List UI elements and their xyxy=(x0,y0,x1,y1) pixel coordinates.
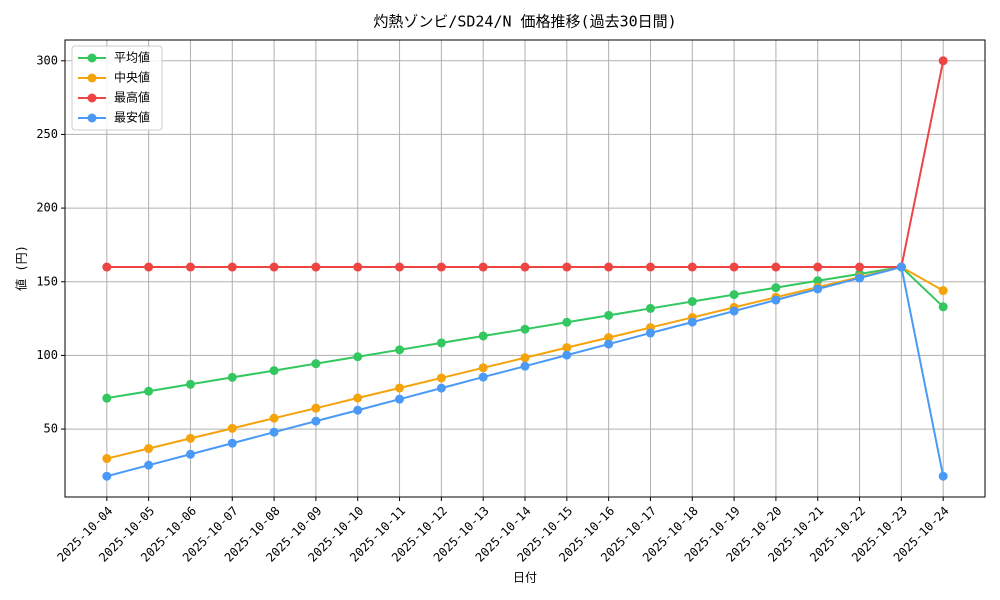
data-point xyxy=(353,393,363,403)
data-point xyxy=(562,350,572,360)
data-point xyxy=(269,262,279,272)
data-point xyxy=(311,416,321,426)
data-point xyxy=(604,310,614,320)
data-point xyxy=(562,317,572,327)
data-point xyxy=(144,444,154,454)
data-point xyxy=(478,262,488,272)
data-point xyxy=(813,276,823,286)
legend-label: 平均値 xyxy=(114,50,150,65)
legend-marker xyxy=(87,73,97,83)
y-axis-label: 値 (円) xyxy=(14,245,29,291)
legend-label: 最高値 xyxy=(114,90,150,105)
data-point xyxy=(311,403,321,413)
data-point xyxy=(520,353,530,363)
data-point xyxy=(227,423,237,433)
data-point xyxy=(478,363,488,373)
data-point xyxy=(311,262,321,272)
y-tick-label: 150 xyxy=(36,274,58,288)
data-point xyxy=(436,383,446,393)
data-point xyxy=(185,433,195,443)
data-point xyxy=(227,438,237,448)
data-point xyxy=(687,317,697,327)
data-point xyxy=(855,273,865,283)
data-point xyxy=(729,262,739,272)
data-point xyxy=(185,262,195,272)
data-point xyxy=(227,262,237,272)
data-point xyxy=(185,449,195,459)
legend-marker xyxy=(87,53,97,63)
data-point xyxy=(227,372,237,382)
legend-label: 中央値 xyxy=(114,70,150,85)
data-point xyxy=(520,361,530,371)
data-point xyxy=(520,324,530,334)
data-point xyxy=(102,262,112,272)
legend-box xyxy=(71,45,163,131)
data-point xyxy=(938,286,948,296)
data-point xyxy=(102,454,112,464)
data-point xyxy=(311,359,321,369)
data-point xyxy=(395,383,405,393)
y-tick-label: 50 xyxy=(44,422,58,436)
data-point xyxy=(562,343,572,353)
legend-marker xyxy=(87,93,97,103)
y-tick-label: 300 xyxy=(36,53,58,67)
data-point xyxy=(771,295,781,305)
data-point xyxy=(353,352,363,362)
data-point xyxy=(729,290,739,300)
data-point xyxy=(436,338,446,348)
data-point xyxy=(604,333,614,343)
data-point xyxy=(353,262,363,272)
data-point xyxy=(687,262,697,272)
y-tick-label: 200 xyxy=(36,201,58,215)
data-point xyxy=(604,339,614,349)
data-point xyxy=(144,262,154,272)
data-point xyxy=(269,427,279,437)
data-point xyxy=(645,303,655,313)
y-tick-label: 250 xyxy=(36,127,58,141)
data-point xyxy=(185,379,195,389)
data-point xyxy=(938,56,948,66)
data-point xyxy=(687,297,697,307)
data-point xyxy=(771,283,781,293)
data-point xyxy=(938,302,948,312)
y-tick-label: 100 xyxy=(36,348,58,362)
data-point xyxy=(144,460,154,470)
data-point xyxy=(813,284,823,294)
data-point xyxy=(938,471,948,481)
data-point xyxy=(645,328,655,338)
data-point xyxy=(604,262,614,272)
plot-frame xyxy=(64,39,986,498)
data-point xyxy=(436,373,446,383)
data-point xyxy=(269,366,279,376)
legend-label: 最安値 xyxy=(114,110,150,125)
data-point xyxy=(102,471,112,481)
data-point xyxy=(395,394,405,404)
data-point xyxy=(478,372,488,382)
data-point xyxy=(395,345,405,355)
x-axis-label: 日付 xyxy=(513,571,537,585)
data-point xyxy=(436,262,446,272)
data-point xyxy=(813,262,823,272)
data-point xyxy=(771,262,781,272)
data-point xyxy=(562,262,572,272)
data-point xyxy=(645,262,655,272)
data-point xyxy=(144,386,154,396)
data-point xyxy=(729,306,739,316)
chart-title: 灼熱ゾンビ/SD24/N 価格推移(過去30日間) xyxy=(373,13,676,31)
data-point xyxy=(102,393,112,403)
data-point xyxy=(353,405,363,415)
data-point xyxy=(395,262,405,272)
data-point xyxy=(478,331,488,341)
data-point xyxy=(896,262,906,272)
data-point xyxy=(520,262,530,272)
data-point xyxy=(855,262,865,272)
legend-marker xyxy=(87,113,97,123)
data-point xyxy=(269,413,279,423)
